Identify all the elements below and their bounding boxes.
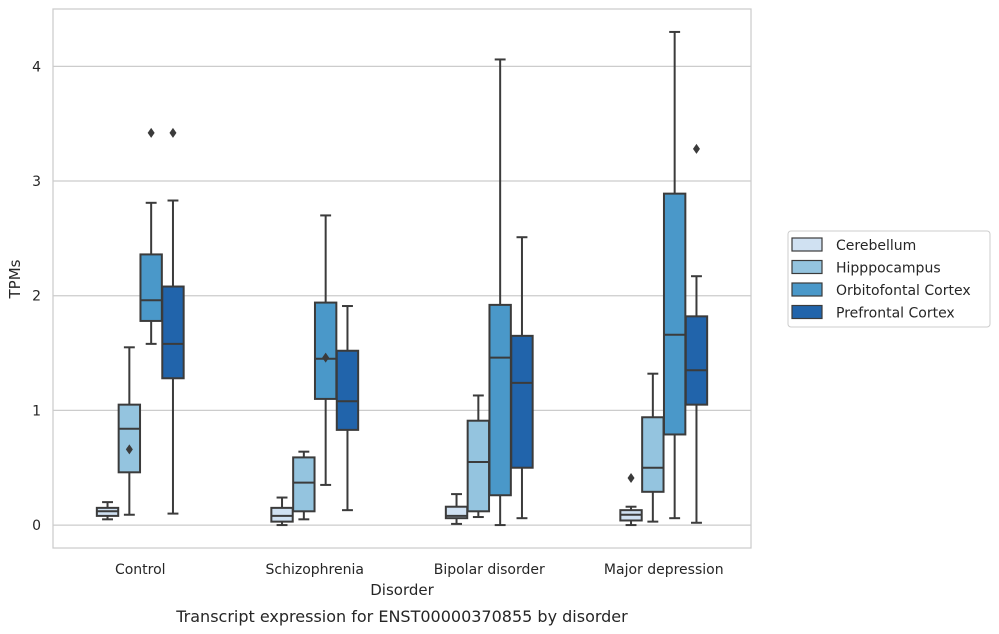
box-prefrontal-cortex-major-depression [684, 143, 709, 524]
plot-frame [52, 8, 752, 549]
legend-frame [787, 230, 991, 328]
box-hipppocampus-schizophrenia [292, 450, 316, 521]
iqr-box [270, 506, 294, 523]
legend-label-orbitofontal-cortex: Orbitofontal Cortex [836, 283, 971, 299]
x-tick-label-control: Control [115, 562, 166, 578]
iqr-box [335, 349, 360, 431]
box-orbitofontal-cortex-major-depression [662, 30, 687, 520]
box-hipppocampus-bipolar-disorder [466, 394, 491, 519]
outlier-point [692, 143, 700, 154]
iqr-box [161, 285, 185, 380]
legend-swatch-hipppocampus [791, 259, 823, 275]
x-tick-labels: Control Schizophrenia Bipolar disorder Majo… [115, 562, 724, 578]
box-cerebellum-bipolar-disorder [444, 493, 469, 525]
iqr-box [466, 419, 491, 513]
legend-label-hipppocampus: Hipppocampus [836, 261, 941, 277]
box-plot-series [95, 30, 709, 527]
x-axis-label: Disorder [370, 581, 434, 599]
box-cerebellum-schizophrenia [270, 496, 294, 527]
box-prefrontal-cortex-schizophrenia [335, 305, 360, 512]
y-tick-label-4: 4 [32, 59, 41, 75]
y-tick-label-0: 0 [32, 518, 41, 534]
box-orbitofontal-cortex-schizophrenia [313, 214, 338, 486]
outlier-point [147, 127, 155, 138]
iqr-box [510, 334, 534, 469]
box-hipppocampus-major-depression [641, 372, 665, 523]
legend-label-prefrontal-cortex: Prefrontal Cortex [836, 306, 955, 322]
legend-label-cerebellum: Cerebellum [836, 238, 916, 254]
box-cerebellum-control [95, 501, 120, 521]
legend-swatch-prefrontal-cortex [791, 304, 823, 320]
box-orbitofontal-cortex-control [139, 127, 163, 345]
outlier-point [125, 444, 133, 455]
x-tick-label-bipolar-disorder: Bipolar disorder [434, 562, 545, 578]
iqr-box [117, 403, 142, 474]
iqr-box [662, 192, 687, 436]
y-axis-label: TPMs [6, 259, 24, 299]
x-tick-label-schizophrenia: Schizophrenia [266, 562, 364, 578]
y-tick-labels: 0 1 2 3 4 [32, 59, 41, 534]
iqr-box [313, 301, 338, 400]
box-hipppocampus-control [117, 346, 142, 516]
y-tick-label-1: 1 [32, 403, 41, 419]
chart-caption: Transcript expression for ENST0000037085… [175, 607, 628, 626]
box-cerebellum-major-depression [619, 473, 643, 527]
iqr-box [444, 505, 469, 520]
iqr-box [139, 253, 163, 322]
legend: Cerebellum Hipppocampus Orbitofontal Corte… [787, 230, 991, 328]
iqr-box [641, 416, 665, 493]
iqr-box [684, 315, 709, 406]
y-tick-label-2: 2 [32, 289, 41, 305]
outlier-point [627, 473, 635, 484]
iqr-box [292, 456, 316, 513]
y-tick-label-3: 3 [32, 174, 41, 190]
outlier-point [169, 127, 177, 138]
legend-swatch-orbitofontal-cortex [791, 282, 823, 297]
x-tick-label-major-depression: Major depression [604, 562, 724, 578]
box-prefrontal-cortex-control [161, 127, 185, 515]
iqr-box [488, 303, 512, 497]
box-orbitofontal-cortex-bipolar-disorder [488, 58, 512, 527]
outlier-point [322, 352, 330, 363]
legend-swatch-cerebellum [791, 237, 823, 252]
box-prefrontal-cortex-bipolar-disorder [510, 236, 534, 520]
